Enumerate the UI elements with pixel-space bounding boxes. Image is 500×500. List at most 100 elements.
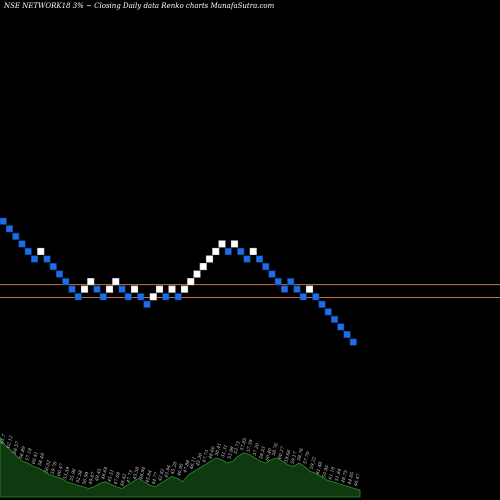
volume-label: 47.73 bbox=[125, 469, 134, 484]
reference-lines bbox=[0, 284, 500, 299]
volume-label: 46.11 bbox=[188, 456, 197, 471]
volume-label: 56.89 bbox=[18, 446, 27, 460]
renko-brick-down bbox=[174, 293, 182, 301]
volume-label: 44.85 bbox=[346, 471, 355, 486]
renko-brick-down bbox=[99, 293, 107, 301]
chart-title: NSE NETWORK18 3% ~ Closing Daily data Re… bbox=[3, 2, 275, 10]
renko-brick-up bbox=[199, 262, 207, 271]
volume-label: 49.45 bbox=[94, 468, 103, 483]
volume-label: 51.84 bbox=[334, 468, 343, 482]
volume-label: 57.18 bbox=[24, 447, 33, 461]
renko-brick-up bbox=[205, 255, 214, 263]
volume-label: 48.75 bbox=[340, 469, 349, 484]
renko-brick-down bbox=[137, 293, 145, 301]
volume-label: 58.49 bbox=[37, 452, 46, 466]
volume-label: 60.41 bbox=[31, 451, 40, 465]
renko-brick-down bbox=[24, 247, 32, 255]
volume-label: 53.59 bbox=[62, 466, 71, 480]
renko-brick-down bbox=[12, 232, 20, 240]
renko-brick-down bbox=[18, 240, 26, 248]
renko-brick-down bbox=[280, 285, 289, 293]
renko-brick-down bbox=[0, 217, 7, 225]
renko-brick-down bbox=[255, 255, 264, 263]
volume-label: 45.84 bbox=[144, 469, 153, 484]
volume-label: 47.73 bbox=[201, 449, 210, 464]
volume-label: 58.53 bbox=[258, 446, 267, 460]
volume-labels: 61.762.1258.5756.8957.1860.4158.4956.025… bbox=[0, 433, 362, 488]
renko-brick-down bbox=[74, 293, 82, 301]
volume-label: 51.31 bbox=[220, 444, 229, 458]
renko-brick-down bbox=[330, 315, 339, 323]
volume-label: 56.99 bbox=[81, 471, 90, 485]
volume-label: 44.77 bbox=[150, 471, 159, 486]
volume-label: 59.78 bbox=[50, 461, 59, 475]
renko-brick-up bbox=[249, 247, 257, 255]
renko-brick-up bbox=[80, 285, 89, 293]
volume-label: 61.18 bbox=[328, 466, 337, 480]
volume-label: 58.76 bbox=[271, 442, 280, 456]
volume-label: 45.58 bbox=[132, 466, 141, 481]
volume-label: 58.76 bbox=[296, 447, 305, 461]
renko-brick-down bbox=[268, 270, 276, 278]
renko-brick-up bbox=[212, 247, 220, 255]
renko-brick-down bbox=[43, 255, 51, 263]
volume-label: 58.57 bbox=[12, 441, 21, 455]
renko-brick-down bbox=[243, 255, 251, 263]
renko-brick-up bbox=[218, 240, 226, 248]
volume-label: 61.7 bbox=[0, 433, 8, 444]
renko-brick-down bbox=[55, 270, 64, 278]
renko-brick-up bbox=[305, 285, 314, 293]
renko-brick-up bbox=[112, 278, 120, 286]
volume-label: 60.27 bbox=[277, 446, 286, 460]
renko-brick-up bbox=[168, 285, 176, 293]
renko-brick-up bbox=[149, 293, 157, 301]
renko-brick-down bbox=[5, 225, 14, 233]
renko-brick-up bbox=[230, 240, 239, 248]
volume-label: 57.85 bbox=[239, 437, 248, 451]
renko-brick-down bbox=[318, 300, 326, 308]
volume-label: 55.96 bbox=[69, 468, 78, 482]
renko-brick-down bbox=[287, 278, 295, 286]
volume-label: 42.82 bbox=[157, 468, 166, 483]
renko-brick-down bbox=[224, 247, 232, 255]
volume-label: 60.40 bbox=[264, 447, 273, 461]
volume-label: 60.47 bbox=[56, 463, 65, 477]
volume-label: 45.94 bbox=[163, 464, 172, 479]
renko-brick-down bbox=[162, 293, 170, 301]
volume-area-shape bbox=[0, 436, 361, 498]
volume-label: 52.58 bbox=[75, 469, 84, 483]
renko-brick-down bbox=[30, 255, 39, 263]
volume-label: 57.70 bbox=[302, 451, 311, 465]
volume-label: 56.02 bbox=[43, 459, 52, 473]
volume-label: 53.73 bbox=[233, 441, 242, 455]
volume-label: 59.22 bbox=[309, 456, 318, 470]
renko-brick-down bbox=[118, 285, 126, 293]
renko-brick-down bbox=[293, 285, 301, 293]
renko-brick-up bbox=[105, 285, 114, 293]
renko-brick-up bbox=[193, 270, 201, 278]
volume-label: 61.48 bbox=[315, 461, 324, 475]
renko-brick-down bbox=[312, 293, 320, 301]
volume-label: 59.17 bbox=[290, 451, 299, 465]
volume-label: 57.39 bbox=[245, 439, 254, 453]
renko-brick-up bbox=[87, 278, 95, 286]
volume-label: 48.42 bbox=[119, 473, 128, 488]
renko-brick-down bbox=[49, 262, 57, 271]
renko-brick-up bbox=[180, 285, 189, 293]
volume-label: 48.64 bbox=[100, 466, 109, 481]
volume-label: 50.41 bbox=[214, 442, 223, 456]
volume-label: 48.94 bbox=[138, 466, 147, 481]
volume-label: 46.47 bbox=[353, 473, 362, 488]
volume-label: 45.28 bbox=[169, 461, 178, 476]
volume-label: 49.87 bbox=[87, 471, 96, 486]
renko-brick-down bbox=[349, 338, 357, 346]
renko-brick-down bbox=[274, 278, 282, 286]
renko-brick-down bbox=[93, 285, 101, 293]
volume-label: 45.30 bbox=[195, 452, 204, 467]
renko-brick-up bbox=[187, 278, 195, 286]
volume-label: 55.95 bbox=[321, 464, 330, 478]
volume-label: 59.66 bbox=[283, 449, 292, 463]
renko-brick-down bbox=[62, 278, 70, 286]
renko-brick-down bbox=[68, 285, 76, 293]
volume-label: 48.60 bbox=[207, 446, 216, 461]
